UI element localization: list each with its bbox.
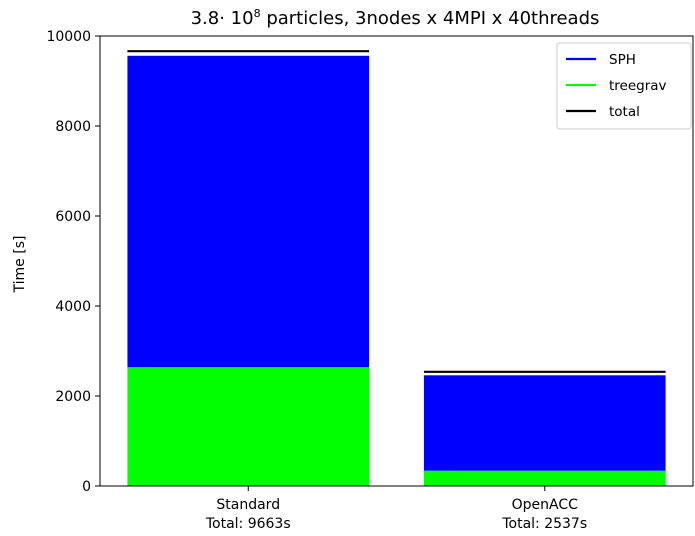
y-tick-label: 4000 (55, 299, 91, 315)
bars-layer (127, 50, 666, 486)
bar-treegrav-standard (127, 367, 370, 486)
title-base: 10 (225, 8, 254, 29)
y-tick-label: 6000 (55, 209, 91, 225)
title-dot: · (219, 8, 225, 29)
axes-layer: Standard Total: 9663s OpenACC Total: 2537s 0… (46, 29, 694, 532)
legend-label-total: total (609, 104, 640, 120)
x-tick-sublabel: Total: 9663s (205, 516, 291, 532)
y-tick-label: 8000 (55, 119, 91, 135)
title-exponent: 8 (254, 7, 261, 20)
bar-SPH-standard (127, 55, 370, 368)
plot-frame (99, 35, 694, 487)
chart-title: 3.8· 108 particles, 3nodes x 4MPI x 40th… (191, 7, 600, 29)
legend: SPH treegrav total (556, 42, 692, 130)
legend-frame (556, 42, 692, 130)
x-tick-label: Standard (216, 497, 280, 513)
legend-label-SPH: SPH (609, 52, 636, 68)
title-rest: particles, 3nodes x 4MPI x 40threads (261, 8, 600, 29)
bar-treegrav-openacc (423, 470, 666, 486)
bar-SPH-openacc (423, 375, 666, 471)
legend-label-treegrav: treegrav (609, 78, 667, 94)
y-tick-label: 0 (82, 479, 91, 495)
y-tick-label: 10000 (46, 29, 91, 45)
y-tick-label: 2000 (55, 389, 91, 405)
x-tick-sublabel: Total: 2537s (501, 516, 587, 532)
y-axis-label: Time [s] (12, 236, 28, 294)
x-tick-label: OpenACC (512, 497, 578, 513)
title-prefix: 3.8 (191, 8, 220, 29)
